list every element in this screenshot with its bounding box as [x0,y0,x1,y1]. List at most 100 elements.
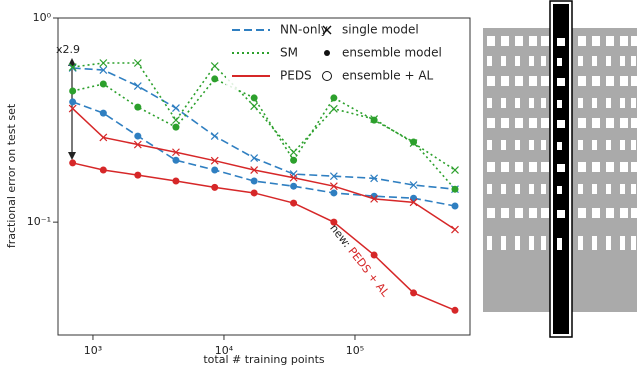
cross-marker [289,148,298,157]
dot-marker [172,123,180,131]
structure-hole [501,98,506,108]
structure-hole [606,76,614,86]
strip-hole [557,186,562,194]
structure-hole [620,208,628,218]
structure-hole [487,208,495,218]
strip-hole [557,164,565,172]
cross-marker [250,102,259,111]
strip-hole [557,38,565,46]
structure-hole [529,56,534,66]
structure-hole [529,76,537,86]
structure-hole [541,56,546,66]
structure-hole [592,118,600,128]
cross-marker [210,156,219,165]
strip-hole [557,210,565,218]
structure-hole [515,162,523,172]
structure-hole [501,140,506,150]
x-tick-label: 10³ [84,344,102,357]
dot-marker [99,109,107,117]
dot-marker [451,306,459,314]
dot-marker [250,177,258,185]
y-tick-label: 10⁻¹ [27,215,51,228]
cross-marker [250,154,259,162]
legend-cross [322,25,332,35]
structure-hole [631,98,636,108]
structure-hole [578,140,583,150]
cross-marker [210,62,219,70]
structure-hole [631,236,636,250]
structure-hole [515,56,520,66]
structure-hole [620,118,628,128]
structure-hole [620,36,628,46]
structure-hole [541,162,549,172]
structure-image [483,0,639,338]
dot-marker [99,80,107,88]
structure-hole [631,118,639,128]
legend-box [226,20,466,90]
structure-hole [578,98,583,108]
y-tick-label: 10⁰ [33,11,52,24]
dot-marker [290,199,298,207]
dot-marker [172,156,180,164]
structure-hole [487,184,492,194]
cross-marker [329,104,338,113]
series-line [72,162,456,311]
structure-hole [592,98,597,108]
structure-hole [578,162,586,172]
structure-hole [501,36,509,46]
structure-hole [606,236,611,250]
structure-hole [631,208,639,218]
strip-hole [557,238,562,250]
structure-hole [620,184,625,194]
structure-hole [541,36,549,46]
structure-hole [515,184,520,194]
cross-marker [250,166,259,174]
cross-marker [172,148,180,157]
legend-label: NN-only [280,23,328,37]
structure-hole [501,162,509,172]
dot-marker [69,98,77,106]
dot-marker [250,189,258,197]
structure-hole [578,118,586,128]
cross-marker [289,170,298,178]
structure-hole [501,184,506,194]
structure-hole [529,98,534,108]
structure-hole [487,236,492,250]
dot-marker [330,94,338,102]
structure-hole [541,184,546,194]
structure-hole [606,162,614,172]
structure-hole [606,184,611,194]
dot-marker [451,185,459,193]
structure-hole [541,98,546,108]
structure-hole [515,98,520,108]
dot-marker [211,166,219,174]
dot-marker [99,166,107,174]
cross-marker [329,172,338,181]
dot-marker [134,171,142,179]
legend-label: single model [342,23,419,37]
cross-marker [409,181,418,189]
structure-hole [487,162,495,172]
structure-hole [578,76,586,86]
structure-hole [487,76,495,86]
y-axis-label: fractional error on test set [5,103,18,248]
x-tick-label: 10⁵ [346,344,364,357]
cross-marker [451,225,459,234]
structure-hole [620,56,625,66]
structure-hole [606,118,614,128]
structure-hole [487,140,492,150]
cross-marker [370,174,379,183]
dot-marker [370,251,378,259]
cross-marker [133,140,142,149]
cross-marker [133,59,142,67]
dot-marker [370,116,378,124]
cross-marker [172,116,180,125]
legend-dot [324,50,330,56]
plot-frame [57,17,471,336]
structure-hole [529,236,534,250]
strip-hole [557,120,565,128]
cross-marker [68,104,77,113]
dot-marker [172,177,180,185]
structure-hole [501,208,509,218]
